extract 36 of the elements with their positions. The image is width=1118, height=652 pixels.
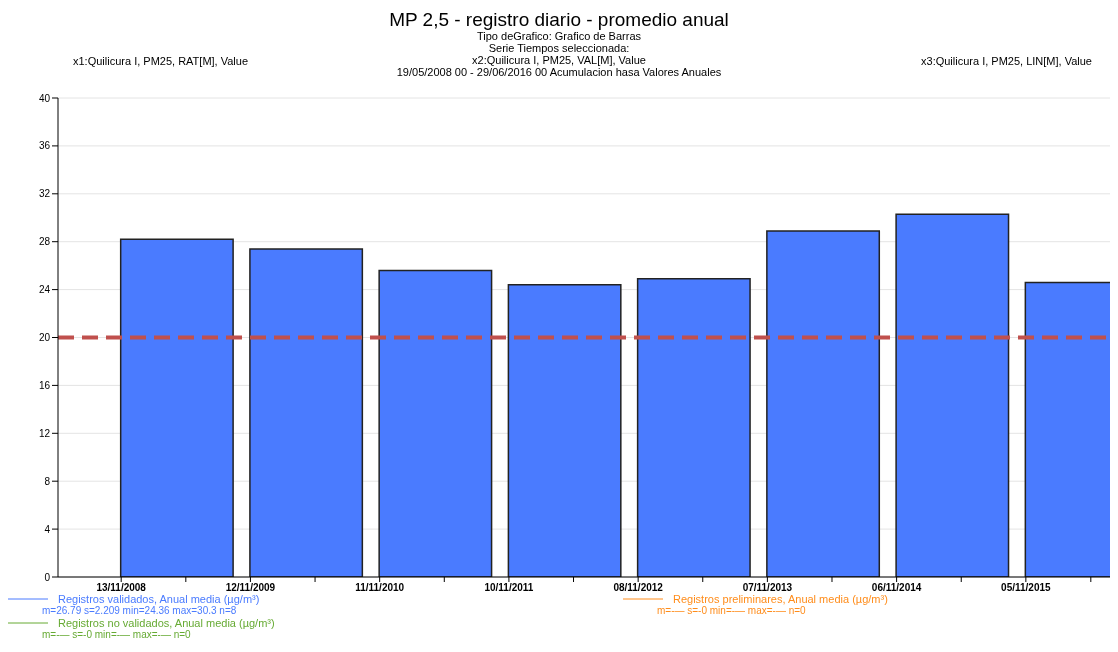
y-tick-label: 36 — [38, 140, 51, 152]
bar — [119, 238, 234, 577]
text: x3:Quilicura I, PM25, LIN[M], Value — [921, 55, 1092, 67]
chart-subtitle: Tipo deGrafico: Grafico de Barras Serie Tiempos seleccionada: x2:Quilicura I, PM25, VAL[M], Value 19/05/2008 00 - 29/06/2016 00 Acumulacion hasa Valores Anuales — [396, 30, 722, 78]
y-tick-label: 20 — [38, 332, 51, 344]
legend-label: Registros no validados, Anual media (µg/m³) — [58, 617, 275, 629]
x-tick-label: 08/11/2012 — [613, 582, 664, 594]
bar — [507, 284, 622, 577]
x-tick-label: 06/11/2014 — [871, 582, 922, 594]
y-tick-label: 40 — [38, 92, 51, 104]
y-tick-label: 28 — [38, 236, 51, 248]
text: m=-— s=-0 min=-— max=-— n=0 — [657, 605, 807, 617]
bar — [249, 248, 364, 577]
x-tick-label: 13/11/2008 — [96, 582, 147, 594]
y-tick-label: 0 — [44, 571, 51, 583]
x-tick-label: 11/11/2010 — [355, 582, 405, 594]
chart-title: MP 2,5 - registro diario - promedio anual — [388, 9, 730, 30]
bar — [766, 230, 881, 577]
bar — [378, 269, 493, 577]
y-tick-label: 16 — [38, 379, 51, 391]
series-label: Registros validados, Anual media (µg/m³) — [58, 593, 260, 605]
y-tick-label: 24 — [38, 284, 51, 296]
text: m=26.79 s=2.209 min=24.36 max=30.3 n=8 — [42, 605, 237, 617]
bar — [636, 278, 751, 577]
bar — [895, 213, 1010, 577]
x-tick-label: 05/11/2015 — [1001, 582, 1052, 594]
x-tick-label: 12/11/2009 — [225, 582, 276, 594]
y-tick-label: 4 — [44, 523, 51, 535]
legend-label: Registros preliminares, Anual media (µg/m³) — [673, 593, 888, 605]
text: m=-— s=-0 min=-— max=-— n=0 — [42, 629, 192, 641]
y-tick-label: 12 — [38, 427, 51, 439]
x-tick-label: 10/11/2011 — [484, 582, 534, 594]
x-tick-label: 07/11/2013 — [742, 582, 793, 594]
text: x1:Quilicura I, PM25, RAT[M], Value — [73, 55, 249, 67]
y-tick-label: 32 — [38, 188, 51, 200]
y-tick-label: 8 — [44, 475, 51, 487]
